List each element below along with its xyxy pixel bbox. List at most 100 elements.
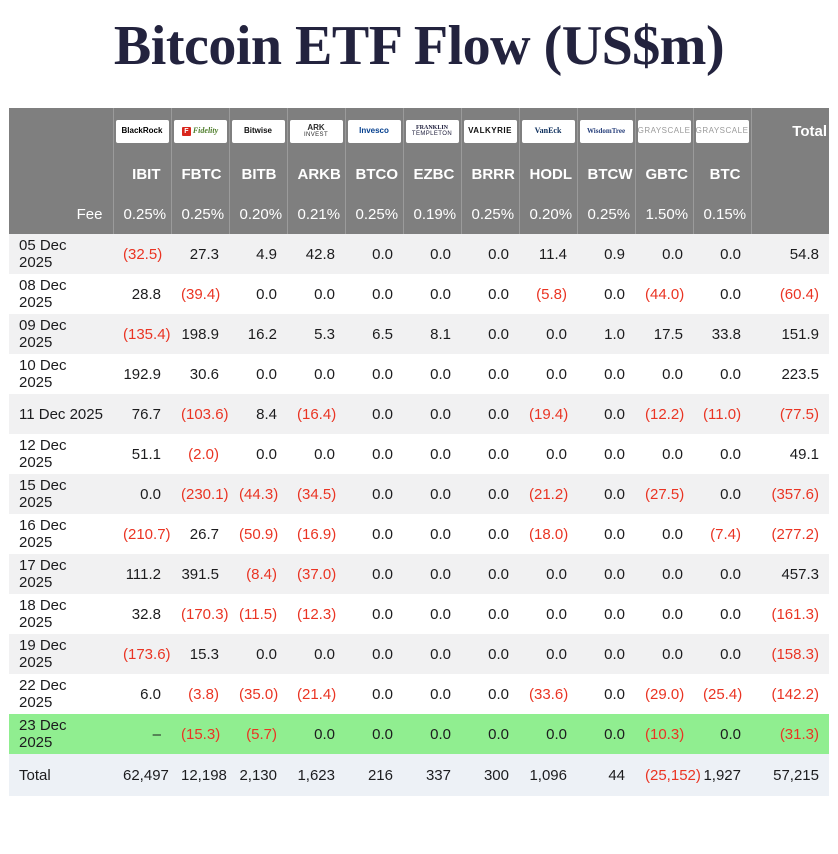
value-cell: 0.0 (488, 485, 509, 503)
fee-row: Fee 0.25% 0.25% 0.20% 0.21% 0.25% 0.19% 0.25% 0.… (9, 194, 829, 235)
value-cell: (39.4) (181, 285, 221, 303)
fee-btc: 0.15% (692, 194, 751, 235)
value-cell: (11.0) (703, 405, 742, 423)
table-row: 16 Dec 2025 (210.7) 26.7 (50.9) (16.9) 0.0 0.0… (9, 514, 829, 554)
table-row: 17 Dec 2025 111.2 391.5 (8.4) (37.0) 0.0 0.0 0.… (9, 554, 829, 595)
total-value-cell: 216 (367, 766, 393, 784)
row-total-cell: 457.3 (781, 565, 819, 583)
value-cell: 0.0 (662, 645, 683, 663)
invesco-logo: Invesco (347, 119, 401, 143)
ticker-brrr: BRRR (460, 154, 519, 195)
value-cell: 0.0 (314, 445, 335, 463)
fidelity-logo: F Fidelity (173, 119, 227, 143)
fidelity-logo-text: Fidelity (192, 126, 219, 136)
fee-row-total-spacer (750, 194, 829, 235)
value-cell: 0.0 (256, 285, 277, 303)
fee-arkb: 0.21% (286, 194, 345, 235)
grayscale-logo: GRAYSCALE (695, 119, 749, 143)
issuer-header-arkb: ARK INVEST (286, 108, 345, 155)
franklin-templeton-logo-text: FRANKLIN TEMPLETON (411, 125, 453, 138)
value-cell: – (152, 725, 161, 743)
ark-invest-logo-text: ARK INVEST (303, 123, 329, 139)
row-total-cell: (77.5) (779, 405, 819, 423)
row-total-cell: (277.2) (771, 525, 819, 543)
value-cell: 17.5 (653, 325, 683, 343)
value-cell: 0.0 (720, 605, 741, 623)
table-row: 11 Dec 2025 76.7 (103.6) 8.4 (16.4) 0.0 0.0 0.0… (9, 394, 829, 435)
table-row: 05 Dec 2025 (32.5) 27.3 4.9 42.8 0.0 0.0 0.0 11.… (9, 234, 829, 275)
blackrock-logo: BlackRock (115, 119, 169, 143)
ticker-bitb: BITB (228, 154, 287, 195)
page: Bitcoin ETF Flow (US$m) BlackRock F Fideli… (0, 14, 838, 797)
total-value-cell: 62,497 (123, 766, 169, 784)
row-total-cell: 49.1 (789, 445, 819, 463)
row-total-cell: (357.6) (771, 485, 819, 503)
value-cell: 391.5 (181, 565, 219, 583)
value-cell: 0.0 (430, 725, 451, 743)
ticker-ibit: IBIT (112, 154, 171, 195)
value-cell: 0.0 (140, 485, 161, 503)
value-cell: 0.9 (604, 245, 625, 263)
valkyrie-logo-text: VALKYRIE (468, 126, 512, 136)
highlighted-table-row: 23 Dec 2025 – (15.3) (5.7) 0.0 0.0 0.0 0.0 0.0 0.… (9, 714, 829, 755)
date-cell: 05 Dec 2025 (19, 237, 67, 272)
value-cell: 0.0 (546, 365, 567, 383)
value-cell: (135.4) (123, 325, 171, 343)
value-cell: 0.0 (488, 725, 509, 743)
value-cell: 0.0 (662, 245, 683, 263)
total-row: Total 62,497 12,198 2,130 1,623 216 337 300 1,09… (9, 754, 829, 797)
ticker-fbtc: FBTC (170, 154, 229, 195)
value-cell: (210.7) (123, 525, 171, 543)
etf-flow-table: BlackRock F Fidelity Bitwise ARK INVEST Invesc… (9, 108, 829, 797)
table-header: BlackRock F Fidelity Bitwise ARK INVEST Invesc… (9, 108, 829, 235)
value-cell: 0.0 (488, 325, 509, 343)
value-cell: 0.0 (662, 445, 683, 463)
date-cell: 23 Dec 2025 (19, 717, 67, 752)
value-cell: 30.6 (189, 365, 219, 383)
page-title: Bitcoin ETF Flow (US$m) (113, 15, 725, 77)
value-cell: 0.0 (546, 645, 567, 663)
vaneck-logo-text: VanEck (534, 126, 562, 136)
value-cell: 0.0 (662, 605, 683, 623)
value-cell: 32.8 (131, 605, 161, 623)
value-cell: (21.4) (297, 685, 337, 703)
ticker-row-total-spacer (750, 154, 829, 195)
value-cell: 0.0 (430, 605, 451, 623)
fee-row-label: Fee (9, 194, 113, 235)
logo-row-spacer (9, 108, 113, 155)
issuer-header-btcw: WisdomTree (576, 108, 635, 155)
issuer-header-ibit: BlackRock (112, 108, 171, 155)
value-cell: 0.0 (372, 685, 393, 703)
value-cell: (2.0) (188, 445, 219, 463)
fee-btco: 0.25% (344, 194, 403, 235)
value-cell: (103.6) (181, 405, 229, 423)
value-cell: 0.0 (430, 685, 451, 703)
row-total-cell: 223.5 (781, 365, 819, 383)
row-total-cell: (158.3) (771, 645, 819, 663)
ticker-row: IBIT FBTC BITB ARKB BTCO EZBC BRRR HODL BTCW GBTC… (9, 154, 829, 195)
value-cell: 51.1 (131, 445, 161, 463)
value-cell: 0.0 (372, 565, 393, 583)
value-cell: 0.0 (372, 285, 393, 303)
ticker-gbtc: GBTC (634, 154, 693, 195)
fee-ezbc: 0.19% (402, 194, 461, 235)
value-cell: 0.0 (604, 445, 625, 463)
table-row: 19 Dec 2025 (173.6) 15.3 0.0 0.0 0.0 0.0 0.0 0.0… (9, 634, 829, 675)
value-cell: 0.0 (720, 285, 741, 303)
row-total-cell: (142.2) (771, 685, 819, 703)
table-row: 22 Dec 2025 6.0 (3.8) (35.0) (21.4) 0.0 0.0 0.0… (9, 674, 829, 714)
fidelity-badge-icon: F (181, 126, 191, 136)
fee-hodl: 0.20% (518, 194, 577, 235)
value-cell: 27.3 (189, 245, 219, 263)
total-row-label: Total (19, 766, 51, 784)
total-value-cell: 2,130 (239, 766, 277, 784)
value-cell: (170.3) (181, 605, 229, 623)
value-cell: (35.0) (239, 685, 279, 703)
value-cell: 0.0 (604, 405, 625, 423)
table-row: 08 Dec 2025 28.8 (39.4) 0.0 0.0 0.0 0.0 0.0 (5.8… (9, 274, 829, 314)
total-value-cell: 1,623 (297, 766, 335, 784)
value-cell: (18.0) (529, 525, 569, 543)
value-cell: 0.0 (430, 285, 451, 303)
table-row: 18 Dec 2025 32.8 (170.3) (11.5) (12.3) 0.0 0.0… (9, 594, 829, 634)
grayscale-logo-text: GRAYSCALE (637, 126, 691, 136)
